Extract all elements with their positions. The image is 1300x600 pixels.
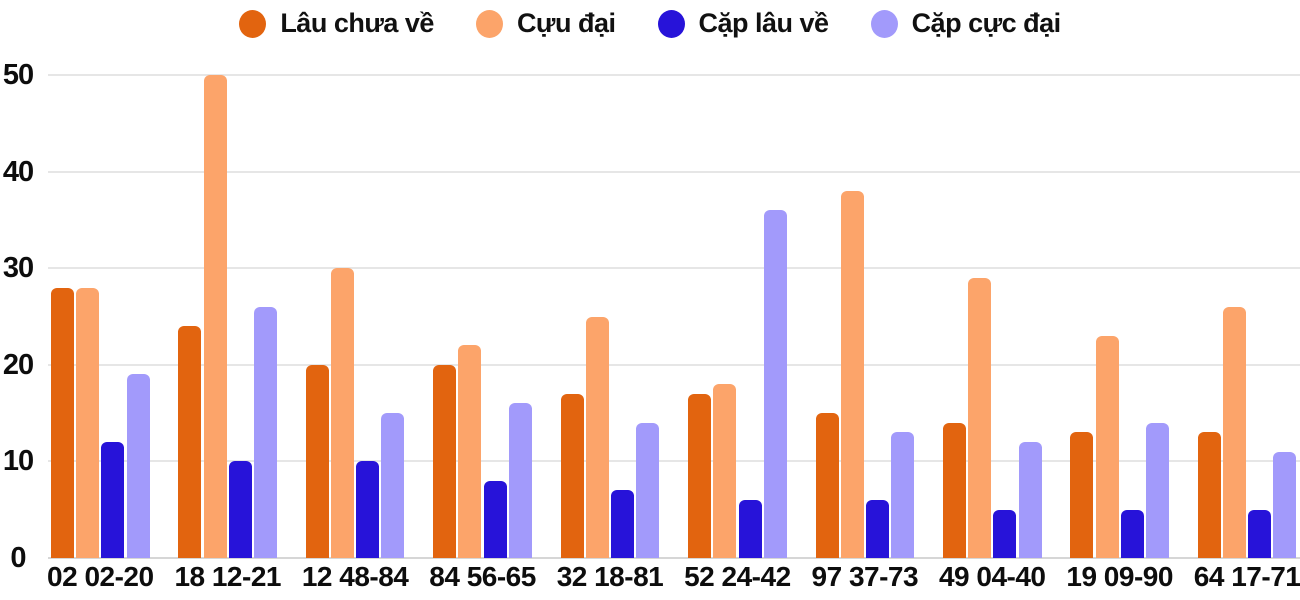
bar-series-3-group-7	[1018, 442, 1042, 558]
x-axis-category-label: 64 17-71	[1193, 561, 1300, 592]
bar-series-3-group-6	[891, 432, 915, 558]
y-axis-tick-label: 0	[10, 542, 26, 574]
bar-series-0-group-2	[305, 364, 329, 558]
bar-series-0-group-4	[560, 393, 584, 558]
bar-series-0-group-1	[178, 326, 202, 558]
legend-dot-icon	[657, 9, 685, 38]
bar-series-3-group-2	[381, 413, 405, 558]
y-axis-tick-label: 10	[2, 445, 34, 478]
x-axis-category-label: 19 09-90	[1066, 561, 1173, 592]
bar-series-3-group-4	[636, 422, 660, 558]
legend-item-2[interactable]: Cặp lâu về	[657, 8, 830, 39]
bar-series-2-group-1	[228, 461, 252, 558]
bar-series-1-group-9	[1222, 306, 1246, 558]
bar-series-3-group-5	[763, 210, 787, 558]
legend-dot-icon	[870, 9, 898, 38]
bar-series-0-group-5	[688, 393, 712, 558]
x-axis-category-label: 32 18-81	[556, 561, 664, 592]
x-axis-line	[48, 557, 1300, 559]
gridline-40	[48, 170, 1300, 173]
legend-item-3[interactable]: Cặp cực đại	[870, 8, 1062, 39]
x-axis-category-label: 02 02-20	[47, 561, 154, 592]
y-axis-tick-label: 30	[2, 252, 34, 285]
gridline-20	[48, 363, 1300, 366]
gridline-50	[48, 74, 1300, 76]
bar-series-2-group-6	[865, 500, 889, 558]
bar-series-2-group-9	[1248, 509, 1272, 558]
bar-series-2-group-5	[738, 500, 762, 558]
bar-series-2-group-8	[1120, 509, 1144, 558]
x-axis-category-label: 84 56-65	[429, 561, 536, 592]
legend-dot-icon	[239, 9, 267, 38]
bar-series-1-group-4	[585, 316, 609, 558]
x-axis-category-label: 52 24-42	[684, 561, 791, 592]
y-axis-tick-label: 20	[2, 348, 34, 381]
x-axis-category-label: 49 04-40	[938, 561, 1046, 592]
bar-series-0-group-8	[1070, 432, 1094, 558]
legend-item-label: Cựu đại	[516, 8, 616, 38]
bar-series-2-group-4	[611, 490, 635, 558]
gridline-30	[48, 267, 1300, 270]
bar-series-3-group-9	[1273, 451, 1297, 558]
bar-series-3-group-3	[508, 403, 532, 558]
bar-series-1-group-2	[331, 268, 355, 558]
y-axis-tick-label: 40	[2, 155, 34, 188]
bar-series-2-group-3	[483, 480, 507, 558]
chart-legend: Lâu chưa về Cựu đại Cặp lâu về Cặp cực đại	[0, 8, 1300, 39]
bar-series-3-group-1	[254, 306, 278, 558]
bar-series-2-group-7	[993, 509, 1017, 558]
y-axis-tick-label: 50	[2, 59, 34, 91]
legend-item-1[interactable]: Cựu đại	[475, 8, 616, 39]
bar-series-1-group-3	[458, 345, 482, 558]
legend-item-label: Cặp cực đại	[911, 8, 1062, 38]
bar-series-0-group-3	[433, 364, 457, 558]
bar-series-2-group-0	[101, 442, 125, 558]
bar-series-3-group-8	[1145, 422, 1169, 558]
legend-item-0[interactable]: Lâu chưa về	[239, 8, 434, 39]
bar-series-0-group-9	[1197, 432, 1221, 558]
bar-series-1-group-6	[840, 190, 864, 558]
bar-series-1-group-8	[1095, 335, 1119, 558]
bar-series-1-group-5	[713, 384, 737, 558]
x-axis-category-label: 12 48-84	[301, 561, 409, 592]
bar-series-3-group-0	[126, 374, 150, 558]
bar-series-1-group-0	[76, 287, 100, 558]
legend-item-label: Cặp lâu về	[698, 8, 830, 38]
bar-series-1-group-7	[968, 277, 992, 558]
legend-item-label: Lâu chưa về	[280, 8, 434, 38]
bar-series-2-group-2	[356, 461, 380, 558]
bar-series-0-group-7	[942, 422, 966, 558]
bar-series-1-group-1	[203, 75, 227, 558]
gridline-10	[48, 460, 1300, 463]
bar-series-0-group-0	[51, 287, 74, 558]
bar-series-0-group-6	[815, 413, 839, 558]
legend-dot-icon	[475, 9, 503, 38]
x-axis-category-label: 18 12-21	[174, 561, 281, 592]
x-axis-category-label: 97 37-73	[811, 561, 919, 592]
